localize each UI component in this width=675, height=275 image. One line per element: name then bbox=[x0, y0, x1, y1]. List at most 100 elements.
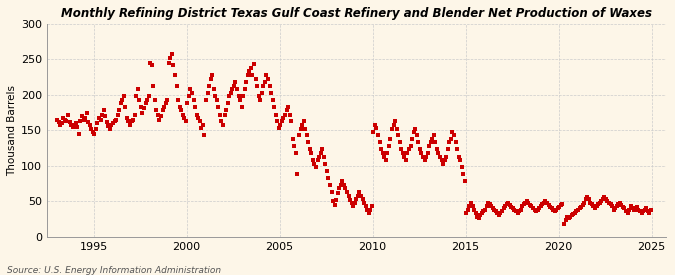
Point bbox=[315, 151, 326, 155]
Point bbox=[122, 115, 132, 120]
Point bbox=[533, 208, 543, 212]
Point bbox=[186, 90, 197, 95]
Point bbox=[304, 147, 315, 152]
Point bbox=[103, 124, 113, 128]
Point bbox=[190, 105, 200, 109]
Point bbox=[130, 112, 140, 117]
Point bbox=[616, 203, 627, 207]
Point bbox=[176, 108, 186, 113]
Point bbox=[219, 112, 230, 117]
Point bbox=[290, 151, 301, 155]
Point bbox=[357, 197, 368, 201]
Point bbox=[365, 208, 376, 212]
Point bbox=[306, 151, 317, 155]
Point bbox=[455, 158, 466, 162]
Point bbox=[381, 158, 392, 162]
Point bbox=[215, 112, 225, 117]
Point bbox=[356, 193, 367, 198]
Point bbox=[352, 193, 363, 198]
Point bbox=[387, 127, 398, 131]
Point bbox=[368, 130, 379, 134]
Point bbox=[585, 200, 596, 205]
Point bbox=[144, 61, 155, 65]
Point bbox=[360, 204, 371, 208]
Point bbox=[232, 87, 242, 91]
Point bbox=[564, 216, 574, 221]
Point bbox=[389, 119, 400, 123]
Point bbox=[509, 208, 520, 212]
Point bbox=[596, 199, 607, 204]
Point bbox=[583, 197, 594, 201]
Point bbox=[236, 105, 247, 109]
Point bbox=[636, 211, 647, 216]
Point bbox=[607, 204, 618, 208]
Point bbox=[92, 121, 103, 125]
Point bbox=[418, 154, 429, 159]
Point bbox=[331, 198, 342, 202]
Point bbox=[248, 62, 259, 67]
Point bbox=[89, 132, 100, 136]
Point bbox=[52, 117, 63, 122]
Point bbox=[273, 126, 284, 130]
Point bbox=[379, 154, 389, 159]
Point bbox=[188, 98, 199, 103]
Point bbox=[371, 126, 382, 130]
Point bbox=[392, 127, 402, 131]
Point bbox=[275, 122, 286, 127]
Point bbox=[628, 208, 639, 212]
Point bbox=[377, 151, 388, 155]
Point bbox=[400, 158, 411, 162]
Point bbox=[283, 105, 294, 109]
Point bbox=[571, 209, 582, 213]
Point bbox=[340, 186, 351, 191]
Point bbox=[627, 206, 638, 211]
Point bbox=[263, 76, 273, 81]
Point bbox=[284, 112, 295, 117]
Point bbox=[446, 137, 456, 141]
Point bbox=[458, 172, 468, 177]
Point bbox=[612, 204, 622, 208]
Point bbox=[430, 140, 441, 145]
Point bbox=[543, 203, 554, 208]
Point bbox=[204, 84, 215, 89]
Point bbox=[557, 202, 568, 206]
Point bbox=[456, 165, 467, 169]
Point bbox=[105, 127, 115, 131]
Point bbox=[292, 172, 303, 177]
Point bbox=[109, 119, 120, 123]
Point bbox=[369, 122, 380, 127]
Point bbox=[272, 119, 283, 123]
Point bbox=[255, 98, 266, 103]
Point bbox=[504, 203, 515, 207]
Point bbox=[487, 206, 498, 211]
Point bbox=[298, 119, 309, 123]
Point bbox=[419, 158, 430, 162]
Point bbox=[492, 211, 503, 216]
Point bbox=[247, 73, 258, 77]
Point bbox=[603, 200, 614, 205]
Point bbox=[244, 69, 254, 74]
Point bbox=[61, 119, 72, 123]
Point bbox=[320, 161, 331, 166]
Point bbox=[423, 151, 433, 155]
Point bbox=[131, 94, 142, 98]
Point bbox=[238, 94, 248, 98]
Point bbox=[478, 209, 489, 213]
Point bbox=[256, 90, 267, 95]
Point bbox=[81, 110, 92, 115]
Point bbox=[200, 98, 211, 103]
Point bbox=[452, 147, 462, 152]
Point bbox=[95, 117, 106, 122]
Point bbox=[270, 112, 281, 117]
Point bbox=[540, 199, 551, 204]
Point bbox=[156, 114, 167, 118]
Point bbox=[321, 169, 332, 173]
Point bbox=[514, 209, 524, 213]
Point bbox=[345, 198, 356, 202]
Point bbox=[498, 206, 509, 211]
Point bbox=[620, 209, 631, 213]
Point bbox=[523, 200, 534, 205]
Point bbox=[520, 200, 531, 205]
Point bbox=[205, 77, 216, 81]
Point bbox=[408, 130, 419, 134]
